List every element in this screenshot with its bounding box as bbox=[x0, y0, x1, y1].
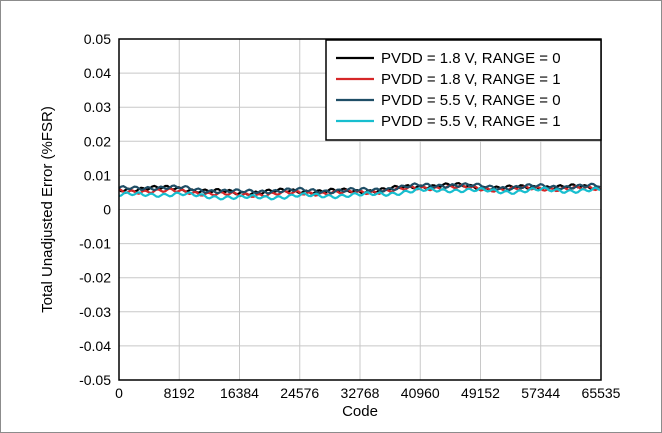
x-tick-labels: 0 8192 16384 24576 32768 40960 49152 57344 65535 bbox=[115, 385, 621, 401]
x-tick-label: 57344 bbox=[521, 385, 560, 401]
y-tick-label: 0.03 bbox=[84, 99, 111, 115]
x-tick-label: 8192 bbox=[164, 385, 195, 401]
legend-entry: PVDD = 5.5 V, RANGE = 0 bbox=[381, 92, 561, 109]
series-line-4 bbox=[118, 186, 601, 201]
legend-entry: PVDD = 1.8 V, RANGE = 1 bbox=[381, 71, 561, 88]
legend-entry: PVDD = 5.5 V, RANGE = 1 bbox=[381, 113, 561, 130]
y-tick-label: 0.02 bbox=[84, 133, 111, 149]
y-axis-label: Total Unadjusted Error (%FSR) bbox=[39, 106, 56, 313]
x-tick-label: 16384 bbox=[220, 385, 259, 401]
y-tick-label: -0.04 bbox=[79, 338, 111, 354]
y-tick-label: -0.05 bbox=[79, 372, 111, 388]
legend: PVDD = 1.8 V, RANGE = 0 PVDD = 1.8 V, RAN… bbox=[325, 39, 602, 141]
plot-border bbox=[118, 38, 602, 381]
y-tick-label: 0.05 bbox=[84, 31, 111, 47]
x-tick-label: 32768 bbox=[341, 385, 380, 401]
x-axis-label: Code bbox=[342, 403, 378, 420]
y-tick-label: 0.04 bbox=[84, 65, 111, 81]
x-tick-label: 40960 bbox=[401, 385, 440, 401]
y-tick-label: 0.01 bbox=[84, 167, 111, 183]
y-tick-label: -0.02 bbox=[79, 270, 111, 286]
y-tick-label: 0 bbox=[103, 202, 111, 218]
series-line-3 bbox=[118, 182, 601, 195]
legend-box bbox=[325, 39, 602, 141]
y-tick-label: -0.03 bbox=[79, 304, 111, 320]
x-tick-label: 24576 bbox=[280, 385, 319, 401]
x-tick-label: 65535 bbox=[582, 385, 621, 401]
x-tick-label: 49152 bbox=[461, 385, 500, 401]
x-tick-label: 0 bbox=[115, 385, 123, 401]
series-lines bbox=[118, 181, 601, 201]
y-tick-labels: 0.05 0.04 0.03 0.02 0.01 0 -0.01 -0.02 -0.03 -0.0… bbox=[79, 31, 111, 388]
y-tick-label: -0.01 bbox=[79, 236, 111, 252]
legend-entry: PVDD = 1.8 V, RANGE = 0 bbox=[381, 50, 561, 67]
